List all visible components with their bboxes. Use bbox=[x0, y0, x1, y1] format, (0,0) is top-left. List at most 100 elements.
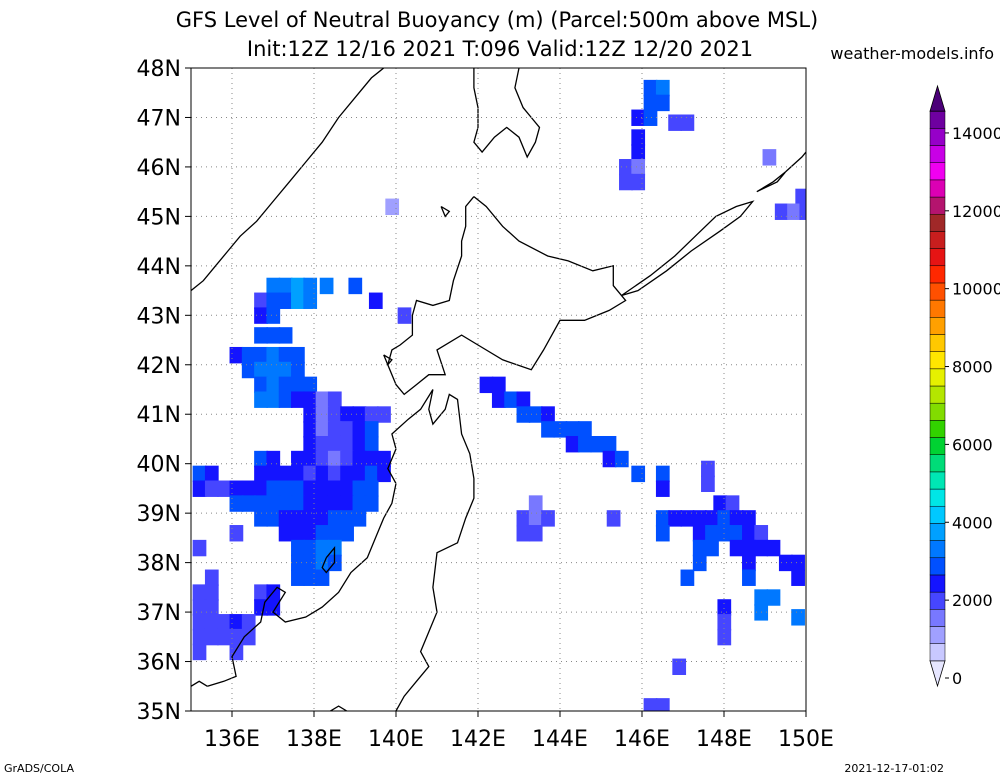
heatmap-cell bbox=[791, 554, 805, 572]
heatmap-cell bbox=[278, 292, 293, 309]
heatmap-cell bbox=[631, 173, 646, 191]
y-tick-label: 35N bbox=[137, 700, 181, 725]
heatmap-cell bbox=[385, 198, 400, 216]
heatmap-cell bbox=[340, 510, 354, 527]
heatmap-cell bbox=[619, 159, 633, 176]
colorbar-tick-label: 6000 bbox=[952, 435, 993, 454]
heatmap-cell bbox=[291, 277, 305, 295]
heatmap-cell bbox=[303, 510, 318, 527]
heatmap-cell bbox=[705, 510, 719, 527]
x-tick-label: 150E bbox=[778, 727, 834, 752]
heatmap-cell bbox=[315, 421, 330, 438]
heatmap-cell bbox=[340, 465, 354, 483]
heatmap-cell bbox=[340, 450, 354, 468]
heatmap-cell bbox=[590, 435, 605, 453]
heatmap-cell bbox=[754, 525, 769, 542]
y-tick-label: 42N bbox=[137, 354, 181, 379]
heatmap-cell bbox=[241, 480, 256, 497]
heatmap-cell bbox=[278, 277, 293, 295]
heatmap-cell bbox=[491, 391, 506, 408]
colorbar-segment bbox=[929, 213, 946, 232]
coastline bbox=[191, 68, 385, 292]
heatmap-cell bbox=[278, 480, 293, 497]
y-tick-label: 47N bbox=[137, 106, 181, 131]
colorbar-segment bbox=[929, 488, 946, 507]
heatmap-cell bbox=[192, 614, 207, 631]
heatmap-cell bbox=[291, 292, 305, 309]
heatmap-cell bbox=[377, 465, 391, 483]
heatmap-cell bbox=[241, 614, 256, 631]
heatmap-cell bbox=[364, 495, 379, 512]
heatmap-cell bbox=[291, 554, 305, 572]
heatmap-cell bbox=[278, 465, 293, 483]
heatmap-cell bbox=[655, 465, 670, 483]
heatmap-cell bbox=[241, 361, 256, 379]
heatmap-cell bbox=[680, 114, 695, 131]
heatmap-cell bbox=[291, 376, 305, 394]
heatmap-cell bbox=[278, 510, 293, 527]
heatmap-cell bbox=[352, 421, 367, 438]
heatmap-cell bbox=[266, 292, 281, 309]
heatmap-cell bbox=[266, 327, 281, 344]
heatmap-cell bbox=[266, 277, 281, 295]
heatmap-cell bbox=[303, 391, 318, 408]
x-tick-label: 146E bbox=[614, 727, 670, 752]
heatmap-cell bbox=[278, 327, 293, 344]
colorbar: 0 2000 4000 6000 8000 10000 12000 14000 bbox=[929, 84, 1000, 688]
heatmap-cell bbox=[352, 465, 367, 483]
heatmap-cell bbox=[729, 525, 744, 542]
heatmap-cell bbox=[516, 525, 531, 542]
heatmap-cell bbox=[541, 421, 555, 438]
heatmap-cell bbox=[254, 391, 268, 408]
heatmap-cell bbox=[327, 525, 342, 542]
colorbar-segment bbox=[929, 660, 946, 688]
y-tick-label: 36N bbox=[137, 651, 181, 676]
colorbar-tick-label: 0 bbox=[952, 669, 962, 688]
colorbar-segment bbox=[929, 248, 946, 267]
heatmap-cell bbox=[266, 599, 281, 616]
x-axis-ticks: 136E 138E 140E 142E 144E 146E 148E 150E bbox=[204, 711, 834, 752]
heatmap-cell bbox=[192, 599, 207, 616]
heatmap-cell bbox=[315, 525, 330, 542]
heatmap-cell bbox=[315, 465, 330, 483]
heatmap-cell bbox=[655, 698, 670, 711]
heatmap-cell bbox=[192, 584, 207, 601]
heatmap-cell bbox=[717, 628, 732, 646]
heatmap-cell bbox=[680, 569, 695, 586]
x-tick-label: 140E bbox=[368, 727, 424, 752]
heatmap-cell bbox=[528, 510, 543, 527]
heatmap-cell bbox=[254, 480, 268, 497]
heatmap-cell bbox=[352, 495, 367, 512]
coastline bbox=[473, 68, 541, 159]
heatmap-cell bbox=[364, 435, 379, 453]
y-tick-label: 43N bbox=[137, 304, 181, 329]
colorbar-tick-label: 2000 bbox=[952, 591, 993, 610]
heatmap-cell bbox=[266, 480, 281, 497]
colorbar-tick-label: 14000 bbox=[952, 124, 1000, 143]
heatmap-cell bbox=[217, 480, 231, 497]
heatmap-cell bbox=[655, 480, 670, 497]
heatmap-cell bbox=[578, 435, 592, 453]
heatmap-cell bbox=[327, 465, 342, 483]
y-tick-label: 44N bbox=[137, 255, 181, 280]
heatmap-cell bbox=[352, 510, 367, 527]
heatmap-cell bbox=[713, 495, 728, 512]
heatmap-cell bbox=[340, 525, 354, 542]
colorbar-segment bbox=[929, 609, 946, 627]
heatmap-cell bbox=[278, 346, 293, 364]
heatmap-cell bbox=[303, 277, 318, 295]
heatmap-cell bbox=[352, 480, 367, 497]
heatmap-cell bbox=[327, 391, 342, 408]
heatmap-cell bbox=[602, 450, 617, 468]
heatmap-cell bbox=[278, 495, 293, 512]
heatmap-cell bbox=[364, 465, 379, 483]
heatmap-cell bbox=[303, 554, 318, 572]
colorbar-segment bbox=[929, 334, 946, 352]
heatmap-cell bbox=[655, 510, 670, 527]
heatmap-cell bbox=[303, 539, 318, 557]
heatmap-cell bbox=[754, 589, 769, 606]
colorbar-segment bbox=[929, 110, 946, 129]
colorbar-segment bbox=[929, 591, 946, 610]
colorbar-tick-label: 12000 bbox=[952, 202, 1000, 221]
heatmap-cell bbox=[516, 406, 531, 423]
